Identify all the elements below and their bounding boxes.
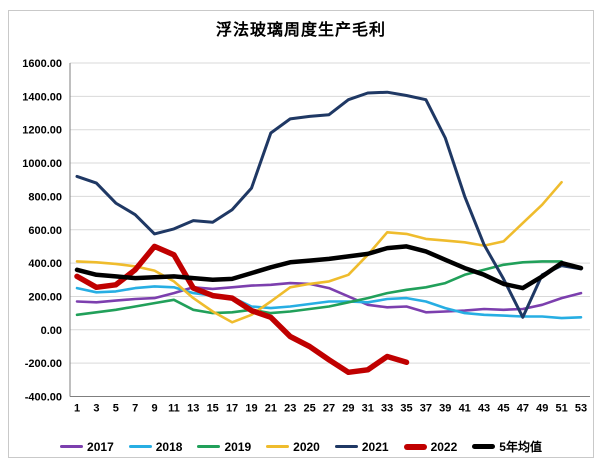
x-tick-label: 25 — [303, 403, 315, 415]
series-line-2021 — [75, 90, 583, 319]
legend-item-2020: 2020 — [266, 440, 320, 454]
legend-swatch-2021 — [334, 445, 358, 448]
x-tick-label: 23 — [284, 403, 296, 415]
x-tick-label: 35 — [400, 403, 412, 415]
y-tick-label: 600.00 — [28, 225, 62, 237]
legend-item-5年均值: 5年均值 — [472, 438, 542, 455]
x-tick-label: 29 — [342, 403, 354, 415]
x-tick-label: 45 — [497, 403, 509, 415]
y-tick-label: -400.00 — [25, 392, 62, 404]
legend: 2017 2018 2019 2020 2021 2022 5年均值 — [0, 438, 602, 455]
chart-title: 浮法玻璃周度生产毛利 — [215, 22, 386, 39]
series-line-2017 — [75, 281, 583, 314]
x-tick-label: 39 — [439, 403, 451, 415]
y-tick-label: 1000.00 — [22, 158, 62, 170]
series-line-2022 — [74, 243, 410, 376]
legend-swatch-2022 — [403, 443, 427, 450]
x-tick-label: 3 — [93, 403, 99, 415]
x-tick-label: 11 — [168, 403, 180, 415]
legend-swatch-2020 — [266, 445, 290, 448]
x-tick-label: 51 — [555, 403, 567, 415]
x-tick-label: 7 — [132, 403, 138, 415]
y-tick-label: -200.00 — [25, 358, 62, 370]
x-tick-label: 43 — [478, 403, 490, 415]
y-tick-label: 200.00 — [28, 291, 62, 303]
y-tick-label: 1400.00 — [22, 91, 62, 103]
x-tick-label: 33 — [381, 403, 393, 415]
series-line-5年均值 — [74, 244, 584, 291]
legend-label-2019: 2019 — [224, 439, 252, 454]
legend-swatch-2018 — [128, 445, 152, 448]
legend-label-2021: 2021 — [361, 439, 389, 454]
legend-item-2021: 2021 — [334, 439, 389, 454]
x-tick-label: 41 — [459, 403, 471, 415]
x-tick-label: 53 — [575, 403, 587, 415]
x-tick-label: 27 — [323, 403, 335, 415]
legend-label-2018: 2018 — [155, 439, 183, 454]
legend-item-2022: 2022 — [403, 439, 458, 454]
series-line-2018 — [75, 285, 583, 320]
y-tick-label: 400.00 — [28, 258, 62, 270]
x-tick-label: 15 — [207, 403, 219, 415]
y-tick-label: 1600.00 — [22, 58, 62, 70]
x-tick-label: 37 — [420, 403, 432, 415]
series-line-2019 — [75, 260, 563, 317]
y-tick-label: 0.00 — [41, 325, 62, 337]
x-tick-label: 21 — [265, 403, 277, 415]
y-tick-label: 800.00 — [28, 191, 62, 203]
legend-item-2018: 2018 — [128, 439, 183, 454]
legend-swatch-2019 — [197, 445, 221, 448]
x-tick-label: 5 — [113, 403, 119, 415]
legend-swatch-2017 — [60, 445, 84, 448]
x-tick-label: 17 — [226, 403, 238, 415]
legend-label-2020: 2020 — [293, 439, 320, 454]
x-tick-label: 13 — [187, 403, 199, 415]
x-tick-label: 9 — [151, 403, 157, 415]
y-tick-label: 1200.00 — [22, 125, 62, 137]
legend-label-5年均值: 5年均值 — [499, 440, 542, 454]
legend-item-2017: 2017 — [60, 440, 114, 454]
legend-item-2019: 2019 — [197, 440, 251, 454]
x-tick-label: 19 — [245, 403, 257, 415]
x-tick-label: 47 — [517, 403, 529, 415]
x-tick-label: 1 — [74, 403, 80, 415]
x-tick-label: 31 — [362, 403, 374, 415]
x-tick-label: 49 — [536, 403, 548, 415]
legend-swatch-5年均值 — [472, 444, 496, 449]
legend-label-2017: 2017 — [87, 439, 114, 454]
legend-label-2022: 2022 — [430, 439, 458, 454]
series-line-2020 — [75, 180, 563, 324]
